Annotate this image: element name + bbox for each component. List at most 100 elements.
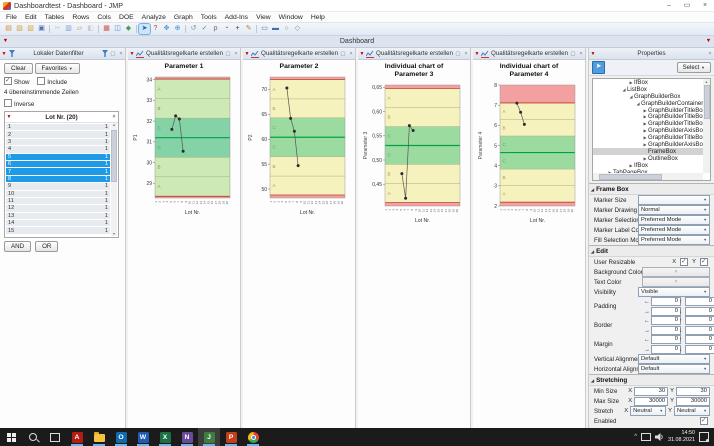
action-center-icon[interactable] (699, 432, 709, 442)
red-triangle-menu-icon[interactable]: ▼ (474, 50, 480, 57)
marker-label-color-dropdown[interactable]: Preferred Mode ▼ (638, 225, 710, 235)
number-field[interactable]: 0 (685, 307, 714, 316)
number-field[interactable]: 30000 (676, 396, 710, 406)
scroll-up-icon[interactable]: ▲ (112, 123, 116, 127)
show-checkbox[interactable] (4, 76, 12, 85)
marker-selection-mode-dropdown[interactable]: Preferred Mode ▼ (638, 215, 710, 225)
search-button[interactable] (22, 428, 44, 446)
stretch-y-dropdown[interactable]: Neutral ▼ (674, 406, 710, 416)
excel-app[interactable]: X (154, 428, 176, 446)
jmp-app[interactable]: J (198, 428, 220, 446)
tree-item-graphbuilderaxisbox[interactable]: ▶ GraphBuilderAxisBox (593, 141, 703, 148)
taskbar-clock[interactable]: 14:50 31.08.2021 (668, 430, 695, 444)
red-triangle-menu-icon[interactable]: ▼ (1, 50, 7, 57)
inverse-checkbox[interactable] (4, 99, 12, 107)
menu-window[interactable]: Window (278, 13, 303, 21)
marker-drawing-mode-dropdown[interactable]: Normal ▼ (638, 205, 710, 215)
volume-icon[interactable] (655, 433, 664, 441)
red-triangle-menu-icon[interactable]: ▼ (2, 38, 9, 44)
menu-edit[interactable]: Edit (24, 13, 37, 21)
expand-icon[interactable]: ▶ (643, 107, 647, 113)
number-field[interactable]: 30 (676, 386, 710, 396)
red-triangle-menu-icon[interactable]: ▼ (590, 50, 596, 57)
graph-builder-icon[interactable]: ◆ (125, 25, 132, 32)
restore-button[interactable]: ▭ (683, 2, 691, 9)
float-panel-button[interactable]: ▢ (455, 50, 461, 57)
menu-addins[interactable]: Add-Ins (224, 13, 249, 21)
number-field[interactable]: 0 (685, 326, 714, 335)
close-panel-button[interactable]: × (234, 50, 238, 57)
pointer-select-button[interactable]: ➤ (592, 61, 605, 74)
onenote-app[interactable]: N (176, 428, 198, 446)
tray-monitor-icon[interactable] (641, 433, 652, 441)
cut-icon[interactable]: ✂ (54, 25, 61, 32)
tree-item-ifbox[interactable]: ▶ IfBox (593, 162, 703, 169)
fill-selection-mode-dropdown[interactable]: Preferred Mode ▼ (638, 235, 710, 245)
lot-row[interactable]: 13 1 (6, 212, 110, 220)
show-hidden-icons-button[interactable]: ^ (634, 434, 638, 440)
annotation-bar-icon[interactable]: ▬ (272, 25, 279, 32)
red-triangle-menu-icon[interactable]: ▼ (6, 114, 12, 120)
word-app[interactable]: W (132, 428, 154, 446)
expand-icon[interactable]: ▶ (643, 135, 647, 141)
annotation-poly-icon[interactable]: ◇ (294, 25, 301, 32)
number-field[interactable]: 0 (685, 316, 714, 325)
number-field[interactable]: 30 (634, 386, 669, 396)
favorites-button[interactable]: Favorites ▼ (34, 63, 80, 74)
close-panel-button[interactable]: × (464, 50, 468, 57)
red-triangle-menu-icon[interactable]: ▼ (129, 50, 135, 57)
red-triangle-menu-icon[interactable]: ▼ (359, 50, 365, 57)
lot-row[interactable]: 10 1 (6, 190, 110, 197)
float-panel-button[interactable]: ▢ (110, 50, 116, 57)
outlook-app[interactable]: O (110, 428, 132, 446)
minimize-button[interactable]: – (667, 2, 671, 9)
scroll-up-icon[interactable]: ▲ (704, 80, 709, 84)
close-panel-button[interactable]: × (579, 50, 583, 57)
tree-item-graphbuildertitlebox[interactable]: ▶ GraphBuilderTitleBox (593, 107, 703, 114)
close-button[interactable]: × (702, 2, 708, 9)
number-field[interactable]: 0 (651, 326, 681, 335)
section-header-frame-box[interactable]: ◢ Frame Box (589, 183, 714, 195)
menu-rows[interactable]: Rows (72, 13, 90, 21)
expand-icon[interactable]: ▶ (643, 141, 647, 147)
tree-item-graphbuilderaxisbox[interactable]: ▶ GraphBuilderAxisBox (593, 127, 703, 134)
expand-icon[interactable]: ▶ (643, 121, 647, 127)
scroll-thumb[interactable] (703, 85, 710, 119)
clear-button[interactable]: Clear (4, 63, 33, 74)
start-button[interactable] (0, 428, 22, 446)
tree-item-graphbuildertitlebox[interactable]: ▶ GraphBuilderTitleBox (593, 120, 703, 127)
stretch-x-dropdown[interactable]: Neutral ▼ (630, 406, 667, 416)
tree-item-framebox[interactable]: FrameBox (593, 148, 703, 155)
menu-cols[interactable]: Cols (97, 13, 111, 21)
menu-doe[interactable]: DOE (118, 13, 134, 21)
arrow-tool-icon[interactable]: ➤ (138, 23, 151, 35)
acrobat-app[interactable]: A (66, 428, 88, 446)
red-triangle-menu-icon[interactable]: ▼ (244, 50, 250, 57)
menu-help[interactable]: Help (310, 13, 325, 21)
tree-item-graphbuildertitlebox[interactable]: ▶ GraphBuilderTitleBox (593, 113, 703, 120)
horizontal-alignment-dropdown[interactable]: Default ▼ (638, 364, 710, 374)
red-triangle-menu-icon[interactable]: ▼ (705, 38, 712, 44)
select-dropdown-button[interactable]: Select ▼ (676, 62, 711, 73)
file-explorer-app[interactable] (88, 428, 110, 446)
tree-item-outlinebox[interactable]: ▶ OutlineBox (593, 155, 703, 162)
number-field[interactable]: 0 (685, 345, 714, 354)
expand-icon[interactable]: ▶ (643, 128, 647, 134)
x-resizable-checkbox[interactable] (680, 257, 689, 266)
tree-horizontal-scrollbar[interactable] (593, 173, 703, 180)
scroll-thumb[interactable] (599, 173, 662, 180)
tree-item-tabpagebox[interactable]: ▶ TabPageBox (593, 169, 703, 173)
zoom-tool-icon[interactable]: ◔ (224, 25, 229, 32)
magnifier-tool-icon[interactable]: ρ (213, 25, 218, 32)
number-field[interactable]: 30000 (634, 396, 669, 406)
new-data-table-icon[interactable]: ▤ (5, 25, 12, 32)
menu-tables[interactable]: Tables (44, 13, 65, 21)
lot-row[interactable]: 11 1 (6, 197, 110, 205)
scroll-thumb[interactable] (111, 130, 117, 182)
visibility-dropdown[interactable]: Visible ▼ (638, 287, 710, 297)
